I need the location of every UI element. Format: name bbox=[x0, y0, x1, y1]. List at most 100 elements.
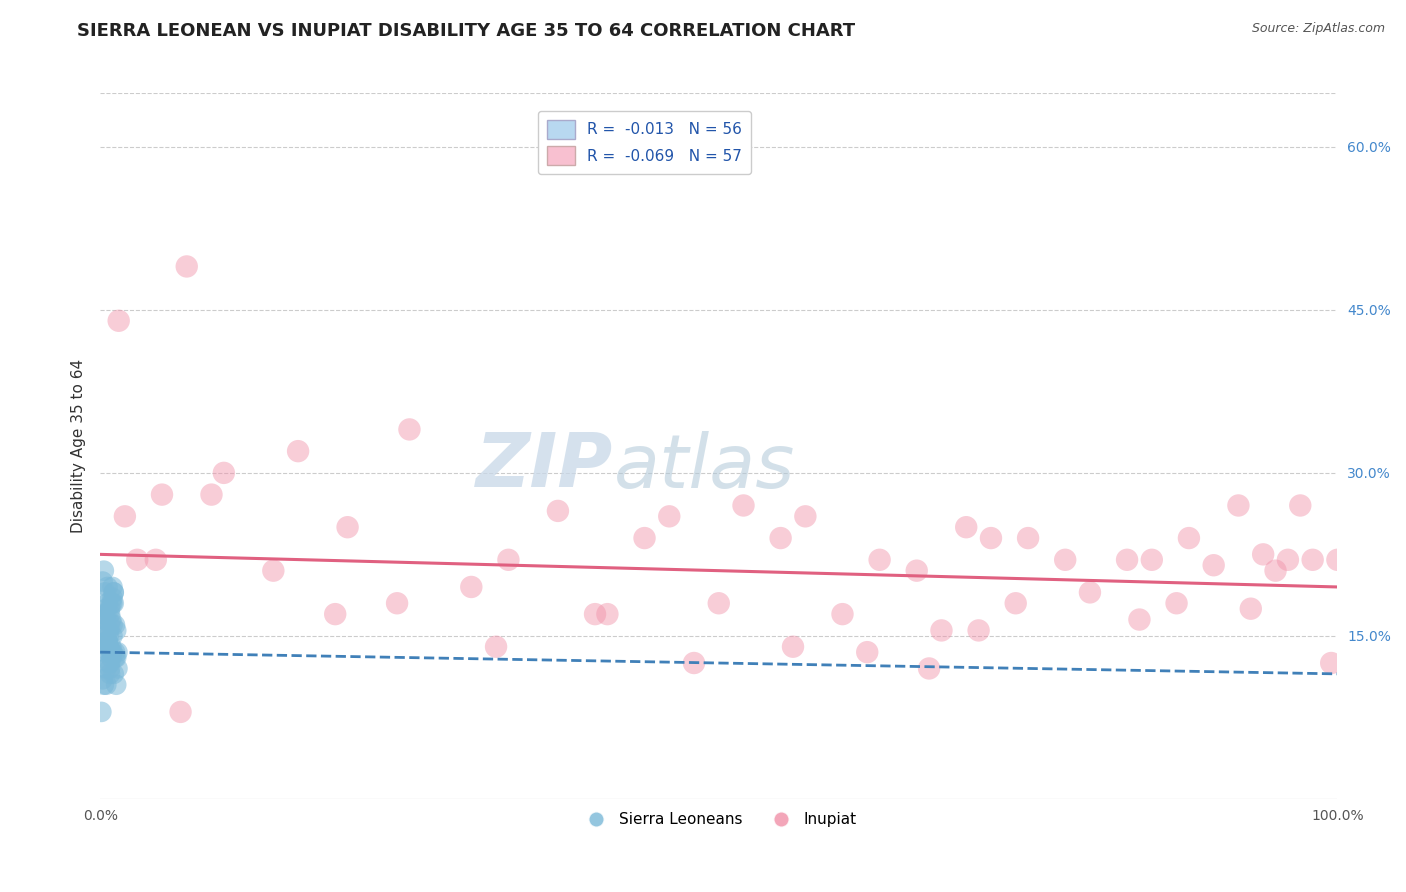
Point bbox=[633, 531, 655, 545]
Point bbox=[107, 314, 129, 328]
Point bbox=[100, 596, 122, 610]
Point bbox=[96, 678, 118, 692]
Point bbox=[931, 624, 953, 638]
Point bbox=[100, 613, 122, 627]
Text: atlas: atlas bbox=[613, 431, 794, 503]
Point bbox=[96, 640, 118, 654]
Point bbox=[96, 634, 118, 648]
Point bbox=[96, 634, 118, 648]
Point bbox=[101, 618, 124, 632]
Point bbox=[101, 596, 124, 610]
Point bbox=[98, 656, 121, 670]
Point bbox=[1166, 596, 1188, 610]
Point bbox=[498, 553, 520, 567]
Point bbox=[1140, 553, 1163, 567]
Point bbox=[485, 640, 508, 654]
Point bbox=[1054, 553, 1077, 567]
Point bbox=[955, 520, 977, 534]
Point bbox=[103, 585, 125, 599]
Point bbox=[101, 629, 124, 643]
Point bbox=[769, 531, 792, 545]
Point bbox=[1078, 585, 1101, 599]
Point bbox=[683, 656, 706, 670]
Point bbox=[583, 607, 606, 621]
Point bbox=[596, 607, 619, 621]
Point bbox=[104, 618, 127, 632]
Text: ZIP: ZIP bbox=[477, 431, 613, 503]
Point bbox=[94, 585, 117, 599]
Point bbox=[90, 705, 112, 719]
Point bbox=[1017, 531, 1039, 545]
Point bbox=[98, 661, 121, 675]
Point bbox=[980, 531, 1002, 545]
Point bbox=[98, 666, 121, 681]
Point bbox=[262, 564, 284, 578]
Point bbox=[145, 553, 167, 567]
Point bbox=[97, 645, 120, 659]
Point bbox=[212, 466, 235, 480]
Point bbox=[1277, 553, 1299, 567]
Point bbox=[101, 645, 124, 659]
Point bbox=[1264, 564, 1286, 578]
Point bbox=[127, 553, 149, 567]
Point bbox=[1128, 613, 1150, 627]
Point bbox=[98, 618, 121, 632]
Point bbox=[869, 553, 891, 567]
Point bbox=[1202, 558, 1225, 573]
Point bbox=[94, 613, 117, 627]
Point bbox=[98, 607, 121, 621]
Point bbox=[1178, 531, 1201, 545]
Point bbox=[94, 645, 117, 659]
Point bbox=[101, 591, 124, 605]
Point bbox=[93, 613, 115, 627]
Text: SIERRA LEONEAN VS INUPIAT DISABILITY AGE 35 TO 64 CORRELATION CHART: SIERRA LEONEAN VS INUPIAT DISABILITY AGE… bbox=[77, 22, 855, 40]
Point bbox=[1302, 553, 1324, 567]
Point bbox=[105, 650, 128, 665]
Point bbox=[1326, 553, 1348, 567]
Point bbox=[831, 607, 853, 621]
Text: Source: ZipAtlas.com: Source: ZipAtlas.com bbox=[1251, 22, 1385, 36]
Point bbox=[98, 601, 121, 615]
Point bbox=[97, 640, 120, 654]
Point bbox=[97, 656, 120, 670]
Point bbox=[658, 509, 681, 524]
Y-axis label: Disability Age 35 to 64: Disability Age 35 to 64 bbox=[72, 359, 86, 533]
Point bbox=[103, 596, 125, 610]
Point bbox=[100, 645, 122, 659]
Point bbox=[1289, 499, 1312, 513]
Point bbox=[96, 596, 118, 610]
Point bbox=[733, 499, 755, 513]
Point bbox=[91, 574, 114, 589]
Point bbox=[107, 645, 129, 659]
Point bbox=[918, 661, 941, 675]
Point bbox=[100, 650, 122, 665]
Point bbox=[782, 640, 804, 654]
Point bbox=[96, 607, 118, 621]
Point bbox=[101, 580, 124, 594]
Point bbox=[97, 629, 120, 643]
Point bbox=[105, 624, 128, 638]
Point bbox=[93, 564, 115, 578]
Point bbox=[150, 487, 173, 501]
Point bbox=[336, 520, 359, 534]
Point bbox=[905, 564, 928, 578]
Point bbox=[96, 580, 118, 594]
Point bbox=[176, 260, 198, 274]
Point bbox=[91, 673, 114, 687]
Point bbox=[100, 640, 122, 654]
Point bbox=[794, 509, 817, 524]
Point bbox=[1227, 499, 1250, 513]
Point bbox=[1240, 601, 1263, 615]
Point bbox=[97, 624, 120, 638]
Point bbox=[103, 666, 125, 681]
Point bbox=[169, 705, 191, 719]
Point bbox=[104, 645, 127, 659]
Point bbox=[1116, 553, 1139, 567]
Point bbox=[967, 624, 990, 638]
Point bbox=[96, 624, 118, 638]
Point bbox=[96, 601, 118, 615]
Point bbox=[1320, 656, 1343, 670]
Point bbox=[323, 607, 346, 621]
Point bbox=[103, 585, 125, 599]
Point bbox=[1251, 547, 1274, 561]
